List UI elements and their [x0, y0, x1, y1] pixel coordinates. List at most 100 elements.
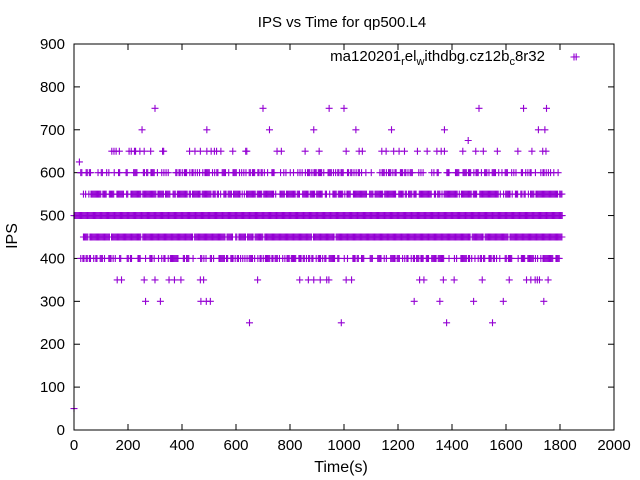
data-point — [203, 126, 211, 134]
data-point — [147, 147, 155, 155]
data-point — [277, 147, 285, 155]
data-point — [140, 147, 148, 155]
x-tick-label: 1200 — [381, 437, 414, 454]
x-tick-label: 800 — [277, 437, 302, 454]
data-point — [118, 276, 126, 284]
data-point — [151, 104, 159, 112]
data-point — [540, 297, 548, 305]
data-point — [534, 126, 542, 134]
data-point — [177, 276, 185, 284]
data-point — [410, 297, 418, 305]
data-point — [270, 169, 278, 177]
data-point — [116, 169, 124, 177]
data-point — [325, 276, 333, 284]
x-tick-label: 1400 — [435, 437, 468, 454]
data-point — [337, 319, 345, 327]
legend: ma120201relwithdbg.cz12bc8r32 — [330, 48, 578, 68]
data-point — [170, 276, 178, 284]
data-point — [450, 276, 458, 284]
data-point — [325, 104, 333, 112]
data-point — [140, 276, 148, 284]
data-point — [189, 254, 197, 262]
data-point — [352, 126, 360, 134]
x-axis-title: Time(s) — [314, 459, 368, 476]
data-point — [555, 254, 563, 262]
x-tick-label: 0 — [70, 437, 78, 454]
data-point — [464, 137, 472, 144]
x-tick-label: 2000 — [597, 437, 630, 454]
data-point — [142, 297, 150, 305]
data-point — [443, 319, 451, 327]
data-point — [413, 147, 421, 155]
data-point — [459, 147, 467, 155]
x-tick-label: 400 — [169, 437, 194, 454]
data-point — [316, 276, 324, 284]
plot-frame — [73, 43, 615, 431]
data-points — [70, 53, 580, 413]
data-point — [200, 276, 208, 284]
data-point — [419, 169, 427, 177]
x-axis: 0 200 400 600 800 1000 1200 1400 1600 1800 2000 — [70, 44, 631, 454]
y-tick-label: 300 — [40, 293, 65, 310]
data-point — [541, 126, 549, 134]
data-point — [243, 147, 251, 155]
y-tick-label: 900 — [40, 36, 65, 53]
data-point — [439, 276, 447, 284]
data-point — [475, 104, 483, 112]
y-tick-label: 500 — [40, 208, 65, 225]
data-point — [558, 233, 566, 241]
data-point — [217, 147, 225, 155]
y-tick-label: 700 — [40, 122, 65, 139]
data-point — [86, 169, 94, 177]
data-point — [117, 254, 125, 262]
data-point — [342, 147, 350, 155]
data-point — [554, 169, 562, 177]
data-point — [479, 147, 487, 155]
data-point — [358, 147, 366, 155]
data-point — [367, 169, 375, 177]
data-point — [436, 297, 444, 305]
data-point — [265, 126, 273, 134]
y-tick-label: 0 — [57, 422, 65, 439]
data-point — [508, 254, 516, 262]
data-point — [558, 190, 566, 198]
data-point — [128, 254, 136, 262]
data-point — [115, 147, 123, 155]
data-point — [543, 104, 550, 112]
data-point — [160, 147, 168, 155]
data-point — [493, 147, 501, 155]
data-point — [434, 169, 442, 177]
data-point — [499, 297, 507, 305]
x-tick-label: 600 — [223, 437, 248, 454]
y-tick-label: 600 — [40, 165, 65, 182]
data-point — [360, 254, 368, 262]
data-point — [206, 297, 214, 305]
legend-marker-point — [570, 53, 578, 61]
data-point — [420, 276, 428, 284]
data-point — [445, 169, 453, 177]
data-point — [478, 276, 486, 284]
data-point — [156, 297, 164, 305]
x-tick-label: 1600 — [489, 437, 522, 454]
data-point — [310, 276, 318, 284]
data-point — [400, 147, 408, 155]
data-point — [254, 276, 262, 284]
legend-label: ma120201relwithdbg.cz12bc8r32 — [330, 48, 545, 68]
data-point — [138, 126, 146, 134]
y-axis-title: IPS — [4, 223, 21, 249]
data-point — [301, 147, 309, 155]
data-point — [528, 147, 536, 155]
data-point — [151, 276, 159, 284]
data-point — [310, 126, 318, 134]
data-point — [133, 169, 141, 177]
chart-title: IPS vs Time for qp500.L4 — [258, 14, 426, 31]
y-tick-label: 100 — [40, 379, 65, 396]
data-point — [315, 147, 323, 155]
data-point — [382, 147, 390, 155]
data-point — [423, 147, 431, 155]
data-point — [470, 297, 478, 305]
data-point — [340, 104, 348, 112]
data-point — [296, 276, 304, 284]
data-point — [440, 126, 448, 134]
